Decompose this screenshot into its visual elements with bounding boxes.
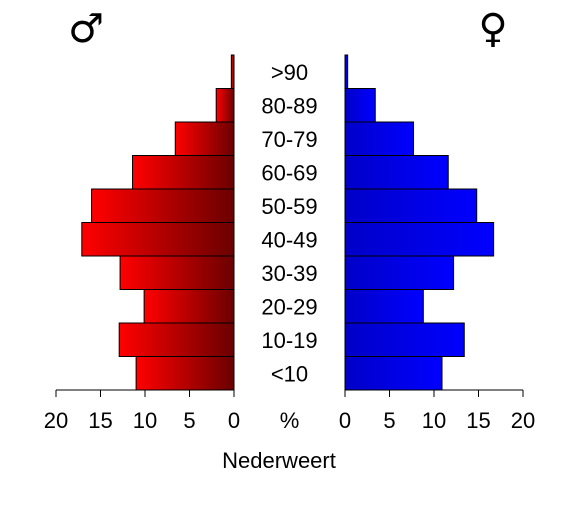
age-group-label: 40-49 [261,227,317,252]
age-group-label: >90 [271,60,308,85]
female-bar->90 [344,54,349,89]
female-bar-80-89 [344,88,376,123]
percent-unit-label: % [280,408,300,433]
female-bar-10-19 [344,322,465,357]
female-symbol-icon: ♀ [478,6,507,52]
x-tick-label: 10 [133,408,157,433]
male-bar-20-29 [143,289,235,324]
female-bar-50-59 [344,188,478,223]
x-tick-label: 5 [183,408,195,433]
female-bar-30-39 [344,255,455,290]
male-bar-50-59 [91,188,235,223]
age-group-label: 10-19 [261,328,317,353]
x-axes: 20 15 10 5 0% 0 5 10 15 20 [44,389,535,433]
age-group-label: 80-89 [261,93,317,118]
age-group-label: 20-29 [261,294,317,319]
male-symbol-icon: ♂ [68,6,104,52]
female-bar-<10 [344,356,443,391]
x-tick-label: 15 [466,408,490,433]
female-bar-70-79 [344,121,415,156]
male-bar->90 [230,54,235,89]
x-tick-label: 0 [339,408,351,433]
x-tick-label: 10 [422,408,446,433]
age-group-label: 60-69 [261,160,317,185]
age-group-label: <10 [271,361,308,386]
male-bars [81,54,235,391]
female-bar-20-29 [344,289,424,324]
age-group-labels: <10 10-19 20-29 30-39 40-49 50-59 60-69 70-79 80… [261,60,317,387]
age-group-label: 30-39 [261,261,317,286]
male-bar-60-69 [132,155,235,190]
male-bar-70-79 [174,121,235,156]
x-axis-title: Nederweert [222,448,336,473]
male-bar-80-89 [215,88,235,123]
x-tick-label: 15 [88,408,112,433]
age-group-label: 70-79 [261,127,317,152]
female-bar-60-69 [344,155,449,190]
male-bar-30-39 [119,255,235,290]
female-bars [344,54,495,391]
male-bar-<10 [135,356,235,391]
male-bar-40-49 [81,222,235,257]
age-group-label: 50-59 [261,194,317,219]
x-tick-label: 20 [44,408,68,433]
male-bar-10-19 [118,322,235,357]
female-bar-40-49 [344,222,495,257]
x-tick-label: 5 [383,408,395,433]
x-tick-label: 0 [228,408,240,433]
x-tick-label: 20 [511,408,535,433]
